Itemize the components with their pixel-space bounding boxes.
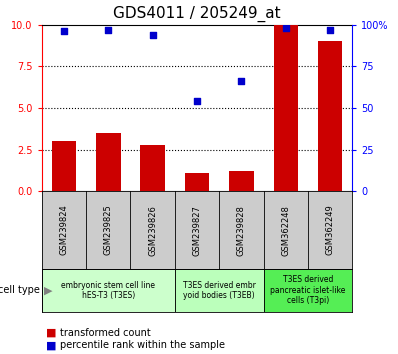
Text: GSM362249: GSM362249 [326,205,335,256]
Text: GSM362248: GSM362248 [281,205,290,256]
Point [105,27,111,33]
Text: GSM239824: GSM239824 [59,205,68,256]
Point [283,25,289,31]
Bar [140,144,165,191]
Text: embryonic stem cell line
hES-T3 (T3ES): embryonic stem cell line hES-T3 (T3ES) [61,281,155,300]
Bar [52,141,76,191]
Text: GSM239826: GSM239826 [148,205,157,256]
Point [238,79,244,84]
Title: GDS4011 / 205249_at: GDS4011 / 205249_at [113,6,281,22]
Point [194,98,200,104]
Point [150,32,156,38]
Point [327,27,333,33]
Text: T3ES derived
pancreatic islet-like
cells (T3pi): T3ES derived pancreatic islet-like cells… [270,275,345,305]
Bar [273,25,298,191]
Text: GSM239825: GSM239825 [104,205,113,256]
Text: ■: ■ [46,328,56,338]
Bar [175,269,263,312]
Text: cell type: cell type [0,285,40,295]
Point [61,29,67,34]
Text: transformed count: transformed count [60,328,150,338]
Text: T3ES derived embr
yoid bodies (T3EB): T3ES derived embr yoid bodies (T3EB) [183,281,256,300]
Text: GSM239827: GSM239827 [193,205,201,256]
Bar [185,173,209,191]
Text: GSM239828: GSM239828 [237,205,246,256]
Bar [263,269,352,312]
Bar [318,41,342,191]
Bar [229,171,254,191]
Text: ■: ■ [46,340,56,350]
Text: ▶: ▶ [44,285,52,295]
Text: percentile rank within the sample: percentile rank within the sample [60,340,225,350]
Bar [96,133,121,191]
Bar [42,269,175,312]
